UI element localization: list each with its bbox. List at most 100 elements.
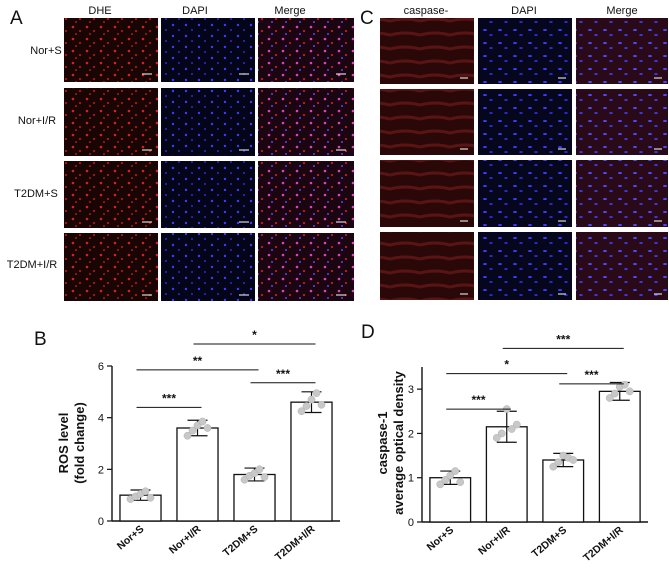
- micrograph-dapi-row4: [478, 232, 572, 300]
- panel-letter-b: B: [34, 329, 47, 350]
- chart-b-category-label: Nor+I/R: [167, 523, 204, 557]
- chart-d-data-point: [441, 476, 450, 484]
- micrograph-dhe-nor-ir: [64, 88, 158, 156]
- chart-b-category-label: T2DM+S: [221, 523, 261, 559]
- chart-b-data-point: [183, 431, 192, 440]
- micrograph-merge-row2: [576, 89, 668, 155]
- chart-d-data-point: [625, 387, 634, 396]
- chart-b-bar: [290, 401, 333, 522]
- panel-a-row-nor-s: Nor+S: [30, 45, 62, 57]
- micrograph-dhe-t2dm-ir: [64, 233, 158, 301]
- chart-d-bar: [542, 459, 585, 523]
- chart-d-category-label: Nor+S: [425, 524, 457, 553]
- chart-b-data-point: [255, 465, 264, 474]
- micrograph-dhe-nor-s: [64, 18, 158, 82]
- micrograph-dapi-row2: [478, 89, 572, 155]
- micrograph-merge-nor-s: [258, 18, 354, 82]
- chart-d-data-point: [620, 380, 629, 389]
- chart-b-data-point: [198, 417, 207, 426]
- chart-d-data-point: [549, 462, 558, 471]
- panel-a-col-dhe: DHE: [88, 5, 111, 17]
- chart-d-category-label: T2DM+S: [530, 524, 570, 560]
- micrograph-dapi-t2dm-s: [161, 161, 255, 228]
- chart-b-data-point: [203, 424, 212, 432]
- panel-letter-a: A: [10, 8, 23, 29]
- chart-d-data-point: [605, 394, 614, 402]
- chart-d-data-point: [436, 480, 445, 489]
- panel-a-micrographs: [64, 18, 354, 301]
- chart-d-ylabel: caspase-1average optical density: [375, 370, 406, 515]
- chart-d-data-point: [492, 434, 501, 442]
- micrograph-merge-nor-ir: [258, 88, 354, 156]
- panel-letter-c: C: [360, 8, 374, 29]
- chart-b-ytick-label: 2: [98, 464, 104, 476]
- micrograph-dapi-row3: [478, 160, 572, 227]
- chart-b-data-point: [146, 493, 155, 502]
- micrograph-caspase-row3: [380, 160, 474, 227]
- panel-a-row-t2dm-s: T2DM+S: [14, 188, 58, 200]
- chart-d-data-point: [512, 420, 521, 429]
- panel-c-col-caspase: caspase-: [404, 5, 449, 17]
- scale-bars: [142, 73, 662, 296]
- chart-d-category-label: T2DM+I/R: [581, 524, 626, 564]
- chart-d-ytick-label: 0: [408, 517, 414, 529]
- chart-b-data-point: [260, 473, 269, 481]
- panel-a-row-nor-ir: Nor+I/R: [18, 115, 56, 127]
- chart-d-ytick-label: 3: [408, 384, 414, 396]
- chart-b-sig-label: **: [193, 354, 203, 368]
- micrograph-merge-t2dm-s: [258, 161, 354, 228]
- micrograph-dapi-row1: [478, 18, 572, 84]
- micrograph-dapi-nor-ir: [161, 88, 255, 156]
- chart-b-ytick-label: 6: [98, 361, 104, 373]
- micrograph-merge-row4: [576, 232, 668, 300]
- panel-c-col-merge: Merge: [606, 5, 637, 17]
- panel-a-col-merge: Merge: [274, 5, 305, 17]
- micrograph-dapi-nor-s: [161, 18, 255, 82]
- chart-b-sig-label: ***: [162, 391, 176, 405]
- chart-b-bar: [176, 427, 219, 522]
- chart-d-sig-label: ***: [584, 368, 598, 382]
- panel-a-row-t2dm-ir: T2DM+I/R: [7, 259, 57, 271]
- micrograph-dhe-t2dm-s: [64, 161, 158, 228]
- micrograph-merge-row1: [576, 18, 668, 84]
- micrograph-merge-t2dm-ir: [258, 233, 354, 301]
- chart-d-bar: [598, 390, 641, 523]
- chart-b-data-point: [141, 487, 150, 496]
- chart-b-data-point: [312, 389, 321, 397]
- chart-d-sig-label: ***: [556, 332, 570, 346]
- panel-c-col-dapi: DAPI: [511, 5, 537, 17]
- chart-d-ytick-label: 2: [408, 428, 414, 440]
- chart-d-data-point: [507, 425, 516, 433]
- chart-d-data-point: [446, 471, 455, 480]
- chart-b-category-label: T2DM+I/R: [273, 523, 318, 563]
- chart-d-ytick-label: 1: [408, 473, 414, 485]
- chart-d-category-label: Nor+I/R: [476, 524, 513, 558]
- chart-b-sig-label: ***: [276, 367, 290, 381]
- panel-a-col-dapi: DAPI: [182, 5, 208, 17]
- chart-d-sig-label: ***: [471, 393, 485, 407]
- micrograph-caspase-row1: [380, 18, 474, 84]
- chart-b-ylabel: ROS level(fold change): [56, 402, 87, 484]
- chart-d-data-point: [456, 478, 465, 486]
- chart-b-data-point: [317, 400, 326, 409]
- panel-letter-d: D: [361, 322, 375, 343]
- chart-b-ros-level: 0 2 4 6 ROS level(fold change) Nor+S Nor+I/R T2…: [56, 328, 340, 563]
- chart-b-data-point: [302, 402, 311, 410]
- micrograph-caspase-row2: [380, 89, 474, 155]
- chart-b-data-point: [307, 395, 316, 404]
- chart-d-sig-label: *: [504, 358, 509, 372]
- chart-b-bar: [233, 473, 276, 522]
- chart-b-sig-label: *: [252, 328, 257, 342]
- chart-b-data-point: [188, 426, 197, 435]
- micrograph-caspase-row4: [380, 232, 474, 300]
- chart-b-data-point: [297, 407, 306, 416]
- chart-b-ytick-label: 4: [98, 413, 104, 425]
- micrograph-dapi-t2dm-ir: [161, 233, 255, 301]
- panel-c-micrographs: [380, 18, 668, 300]
- chart-d-data-point: [610, 389, 619, 398]
- chart-d-data-point: [554, 458, 563, 467]
- chart-d-data-point: [569, 456, 578, 464]
- chart-b-ytick-label: 0: [98, 516, 104, 528]
